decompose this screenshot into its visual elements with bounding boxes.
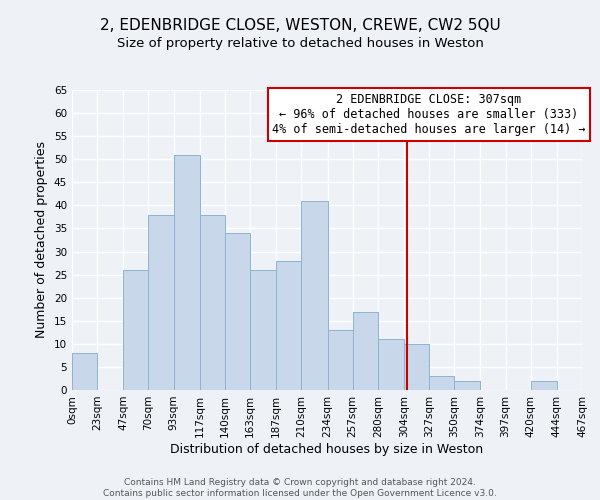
Bar (353, 312, 378, 390)
Bar (276, 261, 301, 390)
Bar (72, 353, 97, 390)
Bar (225, 233, 250, 390)
Bar (301, 201, 328, 390)
Bar (200, 214, 225, 390)
Bar (328, 330, 353, 390)
Bar (378, 339, 404, 390)
Bar (404, 344, 429, 390)
Text: Contains HM Land Registry data © Crown copyright and database right 2024.
Contai: Contains HM Land Registry data © Crown c… (103, 478, 497, 498)
Bar (124, 270, 148, 390)
Text: 2, EDENBRIDGE CLOSE, WESTON, CREWE, CW2 5QU: 2, EDENBRIDGE CLOSE, WESTON, CREWE, CW2 … (100, 18, 500, 32)
Bar (454, 381, 481, 390)
Bar (530, 381, 557, 390)
Bar (173, 154, 200, 390)
Text: 2 EDENBRIDGE CLOSE: 307sqm
← 96% of detached houses are smaller (333)
4% of semi: 2 EDENBRIDGE CLOSE: 307sqm ← 96% of deta… (272, 93, 586, 136)
Bar (148, 214, 173, 390)
Bar (429, 376, 454, 390)
Text: Size of property relative to detached houses in Weston: Size of property relative to detached ho… (116, 38, 484, 51)
X-axis label: Distribution of detached houses by size in Weston: Distribution of detached houses by size … (170, 442, 484, 456)
Bar (250, 270, 276, 390)
Y-axis label: Number of detached properties: Number of detached properties (35, 142, 49, 338)
